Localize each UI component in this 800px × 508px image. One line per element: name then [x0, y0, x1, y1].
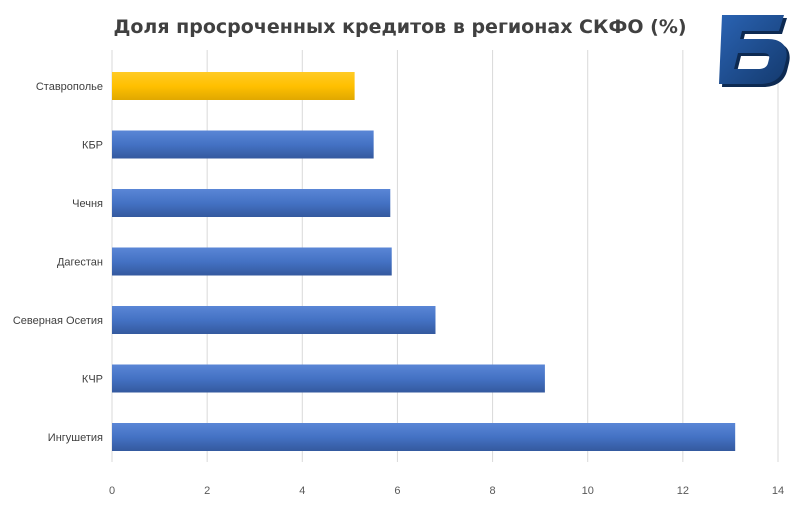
- x-tick-label: 14: [772, 485, 784, 497]
- x-tick-label: 12: [677, 485, 689, 497]
- category-label: КЧР: [82, 374, 103, 386]
- category-labels: Ставрополье КБР Чечня Дагестан Северная Осет…: [13, 81, 103, 444]
- x-axis-tick-labels: 0 2 4 6 8 10 12 14: [109, 485, 784, 497]
- category-label: Ингушетия: [48, 432, 103, 444]
- category-label: Северная Осетия: [13, 315, 103, 327]
- letter-b-logo-icon: [719, 15, 790, 87]
- x-tick-label: 6: [394, 485, 400, 497]
- bar-5: [112, 306, 436, 334]
- bars: [112, 72, 736, 451]
- bar-6: [112, 364, 545, 393]
- category-label: Ставрополье: [36, 81, 103, 93]
- chart-title: Доля просроченных кредитов в регионах СК…: [113, 16, 686, 38]
- category-label: Чечня: [72, 198, 103, 210]
- x-tick-label: 4: [299, 485, 305, 497]
- x-tick-label: 8: [490, 485, 496, 497]
- bar-2: [112, 130, 374, 159]
- bar-1: [112, 72, 355, 100]
- category-label: КБР: [82, 140, 103, 152]
- category-label: Дагестан: [57, 257, 103, 269]
- bar-7: [112, 423, 736, 451]
- bar-3: [112, 189, 391, 217]
- x-tick-label: 10: [582, 485, 594, 497]
- x-tick-label: 2: [204, 485, 210, 497]
- bar-4: [112, 247, 392, 276]
- x-tick-label: 0: [109, 485, 115, 497]
